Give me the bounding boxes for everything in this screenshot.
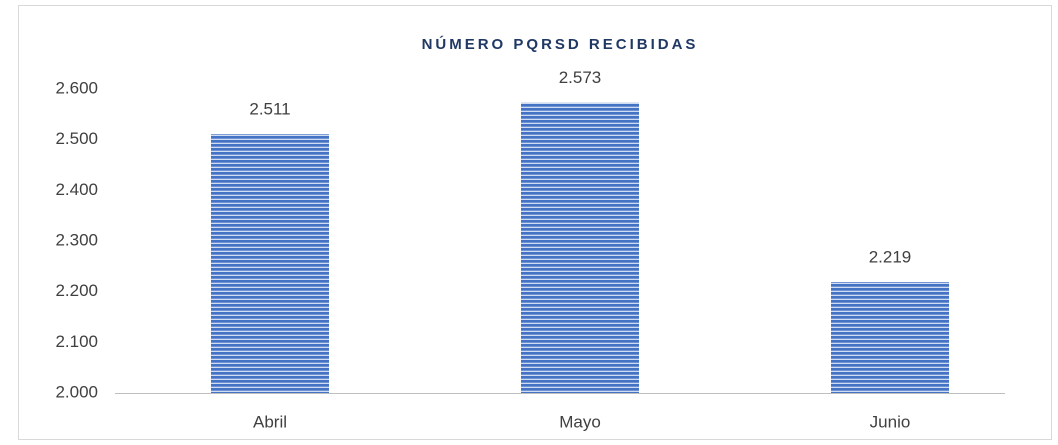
data-label: 2.219 xyxy=(869,248,912,267)
bar xyxy=(521,102,639,394)
bar xyxy=(831,282,949,393)
y-tick-label: 2.000 xyxy=(55,382,98,401)
y-tick-label: 2.100 xyxy=(55,332,98,351)
data-label: 2.573 xyxy=(559,68,602,87)
y-tick-label: 2.300 xyxy=(55,230,98,249)
y-tick-label: 2.600 xyxy=(55,78,98,97)
y-tick-label: 2.500 xyxy=(55,129,98,148)
data-label: 2.511 xyxy=(249,100,290,119)
bar xyxy=(211,134,329,394)
x-tick-label: Junio xyxy=(870,412,911,431)
x-tick-label: Mayo xyxy=(559,412,601,431)
x-tick-label: Abril xyxy=(253,412,287,431)
y-tick-label: 2.400 xyxy=(55,180,98,199)
chart-title: NÚMERO PQRSD RECIBIDAS xyxy=(422,35,699,53)
y-tick-label: 2.200 xyxy=(55,281,98,300)
